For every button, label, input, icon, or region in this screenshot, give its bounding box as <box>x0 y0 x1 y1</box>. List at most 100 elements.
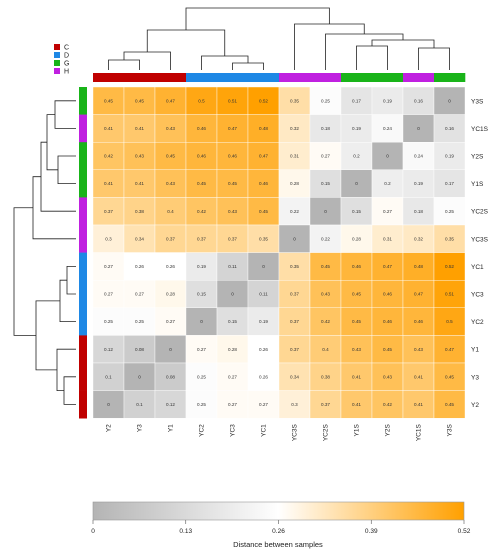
cell-value-label: 0.15 <box>197 292 206 297</box>
cell-value-label: 0.47 <box>445 347 454 352</box>
dendrogram-branch <box>356 45 388 70</box>
column-group-D <box>248 73 280 82</box>
heatmap-cell <box>402 141 435 170</box>
heatmap-cell <box>433 114 466 143</box>
cell-value-label: 0.1 <box>105 374 112 379</box>
cell-value-label: 0.51 <box>228 98 237 103</box>
cell-value-label: 0.17 <box>352 98 361 103</box>
cell-value-label: 0.19 <box>197 264 206 269</box>
heatmap-cell <box>309 252 342 281</box>
heatmap-cell <box>340 169 373 198</box>
dendrogram-branch <box>13 207 36 336</box>
heatmap-cell <box>154 307 187 336</box>
heatmap-cells: 0.45 0.45 0.47 0.5 0.51 0.52 0.35 0.25 0.17 0.19 0… <box>92 86 466 419</box>
heatmap-cell <box>278 114 311 143</box>
heatmap-cell <box>154 335 187 364</box>
cell-value-label: 0 <box>324 209 327 214</box>
heatmap-cell <box>123 362 156 391</box>
row-label: Y3S <box>471 98 484 105</box>
heatmap-cell <box>309 169 342 198</box>
cell-value-label: 0.45 <box>445 374 454 379</box>
row-group-G <box>79 142 87 171</box>
cell-value-label: 0.38 <box>135 209 144 214</box>
cell-value-label: 0.47 <box>414 292 423 297</box>
legend-label-C: C <box>64 45 69 52</box>
heatmap-cell <box>92 141 125 170</box>
cell-value-label: 0.37 <box>197 236 206 241</box>
heatmap-cell <box>340 252 373 281</box>
cell-value-label: 0.43 <box>414 347 423 352</box>
cell-value-label: 0.12 <box>166 402 175 407</box>
column-group-C <box>124 73 156 82</box>
heatmap-cell <box>92 362 125 391</box>
colorbar: 0 0.13 0.26 0.39 0.52 Distance between sampl… <box>91 501 471 549</box>
legend-label-G: G <box>64 61 69 68</box>
heatmap-cell <box>402 390 435 419</box>
cell-value-label: 0.31 <box>290 154 299 159</box>
column-label: Y2S <box>385 424 392 437</box>
cell-value-label: 0.43 <box>228 209 237 214</box>
heatmap-cell <box>123 86 156 115</box>
heatmap-cell <box>309 224 342 253</box>
heatmap-cell <box>278 252 311 281</box>
row-label: YC1 <box>471 264 484 271</box>
cell-value-label: 0 <box>417 126 420 131</box>
cell-value-label: 0.27 <box>166 319 175 324</box>
row-group-H <box>79 197 87 226</box>
dendrogram-branch <box>35 300 60 371</box>
heatmap-cell <box>123 280 156 309</box>
column-label: Y3 <box>137 424 144 432</box>
cell-value-label: 0.46 <box>197 154 206 159</box>
cell-value-label: 0.47 <box>259 154 268 159</box>
cell-value-label: 0.42 <box>197 209 206 214</box>
row-label: Y1 <box>471 347 479 354</box>
column-group-G <box>341 73 373 82</box>
heatmap-cell <box>402 335 435 364</box>
cell-value-label: 0.47 <box>166 98 175 103</box>
row-label: YC1S <box>471 126 489 133</box>
column-group-H <box>310 73 342 82</box>
cell-value-label: 0.5 <box>446 319 453 324</box>
cell-value-label: 0.16 <box>445 126 454 131</box>
row-group-H <box>79 114 87 143</box>
heatmap-cell <box>340 86 373 115</box>
dendrogram-branch <box>56 348 76 391</box>
heatmap-cell <box>185 252 218 281</box>
heatmap-cell <box>247 280 280 309</box>
cell-value-label: 0.37 <box>228 236 237 241</box>
heatmap-cell <box>123 114 156 143</box>
heatmap-cell <box>92 197 125 226</box>
cell-value-label: 0.37 <box>290 292 299 297</box>
cell-value-label: 0.19 <box>445 154 454 159</box>
heatmap-cell <box>278 197 311 226</box>
heatmap-cell <box>371 252 404 281</box>
heatmap-cell <box>216 280 249 309</box>
cell-value-label: 0.26 <box>166 264 175 269</box>
column-group-H <box>403 73 435 82</box>
cell-value-label: 0.37 <box>104 209 113 214</box>
cell-value-label: 0.42 <box>321 319 330 324</box>
row-group-H <box>79 225 87 253</box>
row-label: YC3 <box>471 292 484 299</box>
cell-value-label: 0.43 <box>383 374 392 379</box>
colorbar-tick-label: 0.13 <box>179 528 192 535</box>
heatmap-cell <box>402 114 435 143</box>
heatmap-cell <box>123 141 156 170</box>
heatmap-cell <box>371 169 404 198</box>
cell-value-label: 0.45 <box>445 402 454 407</box>
cell-value-label: 0.43 <box>166 181 175 186</box>
dendrogram-branch <box>325 33 404 70</box>
cell-value-label: 0.25 <box>321 98 330 103</box>
cell-value-label: 0.47 <box>228 126 237 131</box>
colorbar-tick-label: 0.39 <box>365 528 378 535</box>
heatmap-cell <box>247 141 280 170</box>
cell-value-label: 0.27 <box>228 402 237 407</box>
heatmap-cell <box>247 197 280 226</box>
column-label: Y1 <box>168 424 175 432</box>
cell-value-label: 0.19 <box>383 98 392 103</box>
cell-value-label: 0.43 <box>166 126 175 131</box>
cell-value-label: 0.32 <box>414 236 423 241</box>
cell-value-label: 0.43 <box>135 154 144 159</box>
legend-swatch-H <box>54 68 60 74</box>
